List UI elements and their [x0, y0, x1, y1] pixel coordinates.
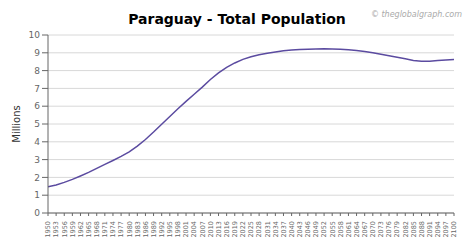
svg-text:2049: 2049 — [312, 221, 320, 238]
svg-text:2007: 2007 — [199, 221, 207, 238]
svg-text:2085: 2085 — [410, 221, 418, 238]
svg-text:2061: 2061 — [345, 221, 353, 238]
svg-text:1977: 1977 — [117, 221, 125, 238]
svg-text:2055: 2055 — [329, 221, 337, 238]
svg-text:2064: 2064 — [353, 221, 361, 238]
svg-text:2034: 2034 — [272, 221, 280, 238]
svg-text:1998: 1998 — [174, 221, 182, 238]
svg-text:2016: 2016 — [223, 221, 231, 238]
svg-text:1971: 1971 — [101, 221, 109, 238]
svg-text:2043: 2043 — [296, 221, 304, 238]
svg-text:2058: 2058 — [337, 221, 345, 238]
svg-text:1968: 1968 — [93, 221, 101, 238]
svg-text:2031: 2031 — [264, 221, 272, 238]
svg-text:2070: 2070 — [369, 221, 377, 238]
svg-text:2019: 2019 — [231, 221, 239, 238]
svg-text:1986: 1986 — [142, 221, 150, 238]
svg-text:2037: 2037 — [280, 221, 288, 238]
svg-text:1992: 1992 — [158, 221, 166, 238]
svg-text:2028: 2028 — [255, 221, 263, 238]
html-text:Paraguay - Total Population: Paraguay - Total Population — [128, 11, 346, 27]
svg-text:1953: 1953 — [52, 221, 60, 238]
svg-text:8: 8 — [34, 66, 40, 76]
svg-text:2076: 2076 — [385, 221, 393, 238]
svg-text:5: 5 — [34, 119, 40, 129]
svg-text:2100: 2100 — [450, 221, 458, 238]
svg-text:9: 9 — [34, 48, 40, 58]
svg-text:2097: 2097 — [442, 221, 450, 238]
svg-text:0: 0 — [34, 208, 40, 218]
svg-text:2073: 2073 — [377, 221, 385, 238]
svg-text:2001: 2001 — [182, 221, 190, 238]
svg-text:3: 3 — [34, 155, 40, 165]
svg-text:2022: 2022 — [239, 221, 247, 238]
svg-text:1962: 1962 — [77, 221, 85, 238]
svg-text:Millions: Millions — [11, 105, 22, 142]
svg-text:1989: 1989 — [150, 221, 158, 238]
svg-text:6: 6 — [34, 101, 40, 111]
svg-text:7: 7 — [34, 84, 40, 94]
svg-text:1956: 1956 — [61, 221, 69, 238]
svg-text:1959: 1959 — [69, 221, 77, 238]
svg-text:2013: 2013 — [215, 221, 223, 238]
svg-text:2010: 2010 — [207, 221, 215, 238]
svg-text:1965: 1965 — [85, 221, 93, 238]
svg-text:1983: 1983 — [134, 221, 142, 238]
svg-text:1950: 1950 — [44, 221, 52, 238]
svg-text:2025: 2025 — [247, 221, 255, 238]
svg-text:1980: 1980 — [126, 221, 134, 238]
svg-text:1995: 1995 — [166, 221, 174, 238]
svg-text:2040: 2040 — [288, 221, 296, 238]
svg-text:2046: 2046 — [304, 221, 312, 238]
html-text:© theglobalgraph.com: © theglobalgraph.com — [370, 10, 462, 19]
svg-text:2088: 2088 — [418, 221, 426, 238]
svg-text:4: 4 — [34, 137, 40, 147]
svg-text:1: 1 — [34, 190, 40, 200]
svg-text:2091: 2091 — [426, 221, 434, 238]
svg-text:2079: 2079 — [393, 221, 401, 238]
svg-text:10: 10 — [29, 30, 41, 40]
svg-text:1974: 1974 — [109, 221, 117, 238]
svg-text:2094: 2094 — [434, 221, 442, 238]
svg-text:2067: 2067 — [361, 221, 369, 238]
svg-text:2082: 2082 — [402, 221, 410, 238]
svg-text:2004: 2004 — [190, 221, 198, 238]
svg-text:2: 2 — [34, 173, 40, 183]
svg-text:2052: 2052 — [320, 221, 328, 238]
